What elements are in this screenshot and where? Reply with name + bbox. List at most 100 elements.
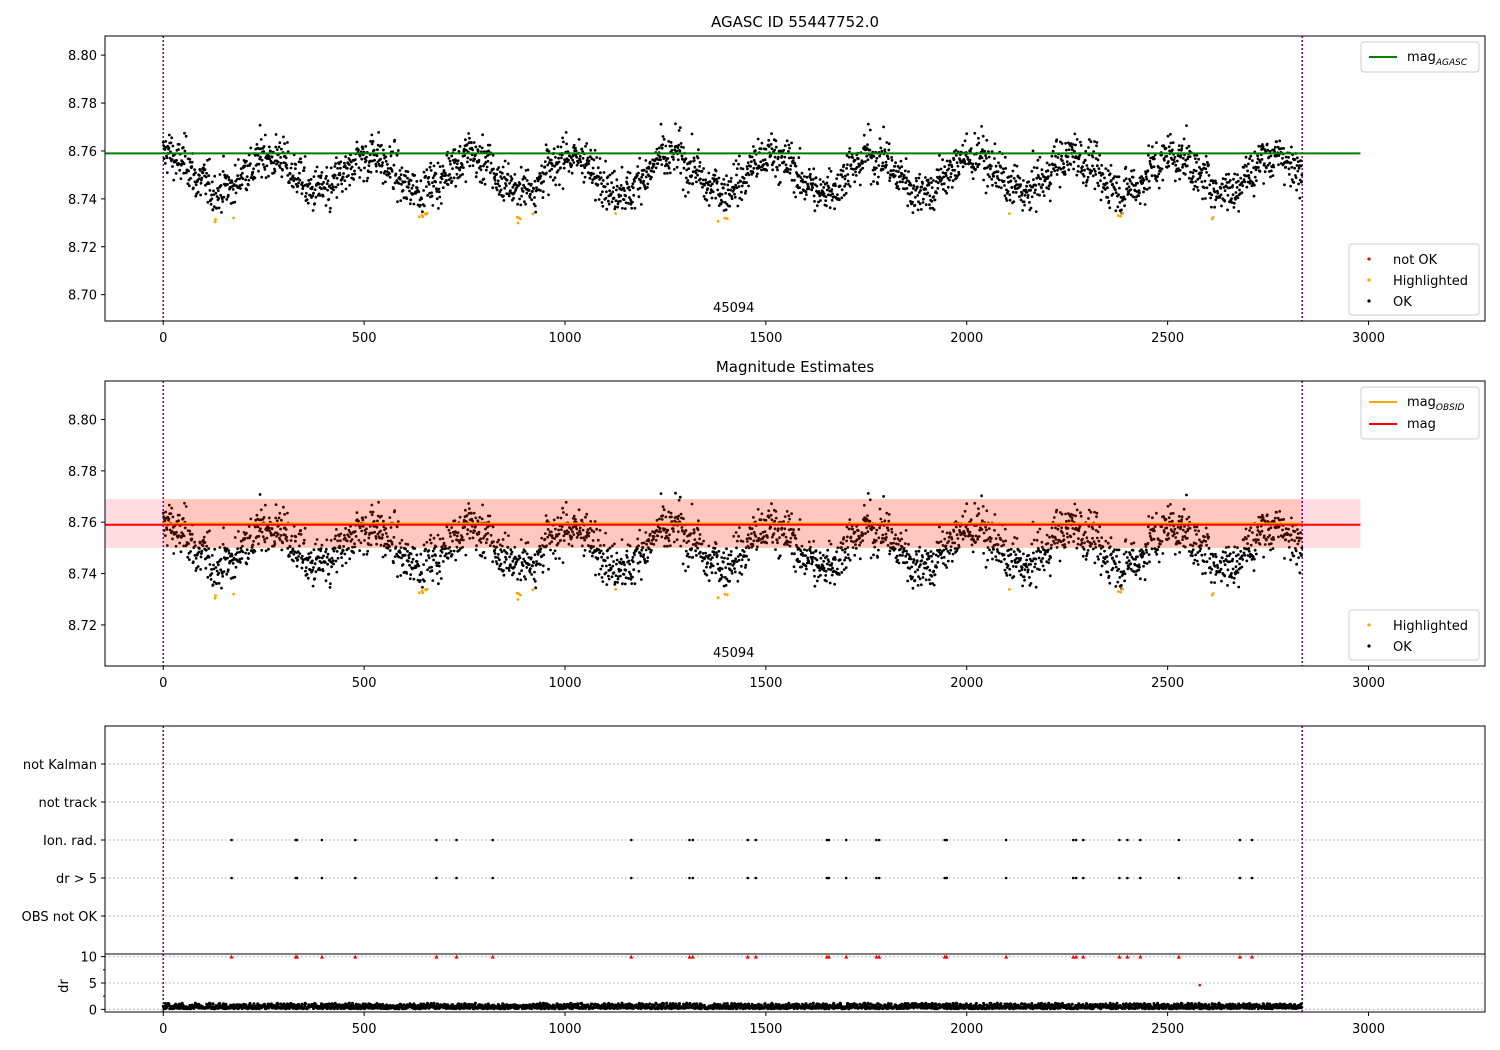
ok-point (752, 166, 756, 170)
ok-point (292, 552, 296, 556)
ok-point (1074, 143, 1077, 147)
ok-point (841, 175, 844, 179)
ok-point (770, 132, 773, 136)
ok-point (213, 174, 217, 178)
ok-point (575, 527, 579, 531)
ok-point (403, 180, 407, 184)
ok-point (218, 546, 222, 549)
ok-point (928, 206, 932, 210)
ok-point (942, 175, 946, 179)
ok-point (610, 575, 614, 579)
ok-point (1269, 154, 1273, 158)
ok-point (807, 187, 811, 191)
ok-point (439, 554, 442, 558)
ok-point (1108, 206, 1112, 210)
ok-point (1123, 197, 1127, 201)
ok-point (659, 530, 662, 534)
ok-point (1023, 193, 1027, 197)
ok-point (695, 180, 698, 184)
ok-point (624, 568, 628, 572)
ok-point (401, 563, 405, 566)
ok-point (1006, 564, 1010, 567)
ok-point (879, 146, 883, 150)
ok-point (893, 537, 897, 541)
ok-point (697, 519, 700, 523)
ok-point (717, 549, 721, 553)
ok-point (694, 176, 697, 180)
ok-point (740, 558, 744, 562)
ok-point (559, 166, 562, 170)
ok-point (770, 518, 774, 522)
ok-point (959, 533, 963, 537)
ok-point (1236, 173, 1239, 177)
ok-point (1189, 170, 1192, 174)
ok-point (466, 156, 470, 160)
ok-point (259, 138, 263, 141)
ok-point (641, 555, 645, 559)
ok-point (422, 170, 426, 174)
ok-point (971, 550, 975, 554)
ok-point (1167, 160, 1170, 163)
ok-point (575, 163, 579, 167)
highlighted-point (421, 591, 425, 595)
ok-point (1244, 155, 1248, 159)
ok-point (489, 533, 493, 537)
ok-point (997, 185, 1001, 189)
ok-point (376, 148, 379, 152)
ok-point (1155, 179, 1159, 183)
ok-point (434, 554, 437, 557)
ok-point (163, 162, 167, 165)
ok-point (543, 537, 547, 541)
ok-point (280, 518, 283, 522)
ok-point (376, 514, 380, 518)
ok-point (1051, 149, 1055, 153)
ok-point (467, 132, 470, 135)
ok-point (533, 196, 536, 199)
ok-point (905, 549, 908, 553)
ok-point (518, 197, 521, 201)
ok-point (592, 530, 596, 534)
ok-point (849, 163, 853, 167)
ok-point (730, 569, 734, 573)
ok-point (811, 560, 814, 563)
ok-point (333, 174, 337, 177)
ok-point (306, 184, 310, 188)
ok-point (681, 158, 685, 161)
ok-point (645, 542, 648, 546)
ok-point (935, 565, 938, 569)
ok-point (1137, 194, 1141, 198)
ok-point (247, 178, 251, 182)
ok-point (567, 170, 571, 173)
ok-point (997, 559, 1001, 563)
ok-point (898, 539, 902, 543)
ok-point (911, 561, 915, 564)
ok-point (694, 544, 698, 548)
ok-point (471, 164, 475, 168)
ok-point (410, 560, 414, 564)
ok-point (900, 172, 904, 176)
ok-point (1114, 209, 1118, 213)
ok-point (1210, 205, 1213, 209)
ok-point (1120, 208, 1123, 212)
ok-point (170, 506, 174, 510)
ok-point (572, 533, 576, 536)
ok-point (273, 542, 277, 546)
ok-point (364, 531, 368, 534)
ok-point (182, 544, 186, 548)
ok-point (409, 552, 413, 556)
ok-point (247, 557, 250, 560)
ok-point (903, 169, 907, 173)
ok-point (906, 204, 910, 208)
ok-point (251, 170, 255, 174)
ok-point (225, 572, 229, 576)
ok-point (771, 168, 775, 172)
ok-point (182, 162, 186, 166)
ok-point (953, 168, 957, 172)
ok-point (977, 535, 981, 538)
ok-point (941, 544, 945, 547)
ok-point (868, 519, 872, 523)
ok-point (500, 544, 504, 548)
ok-point (844, 556, 848, 560)
ok-point (239, 173, 243, 177)
ok-point (1094, 157, 1098, 160)
